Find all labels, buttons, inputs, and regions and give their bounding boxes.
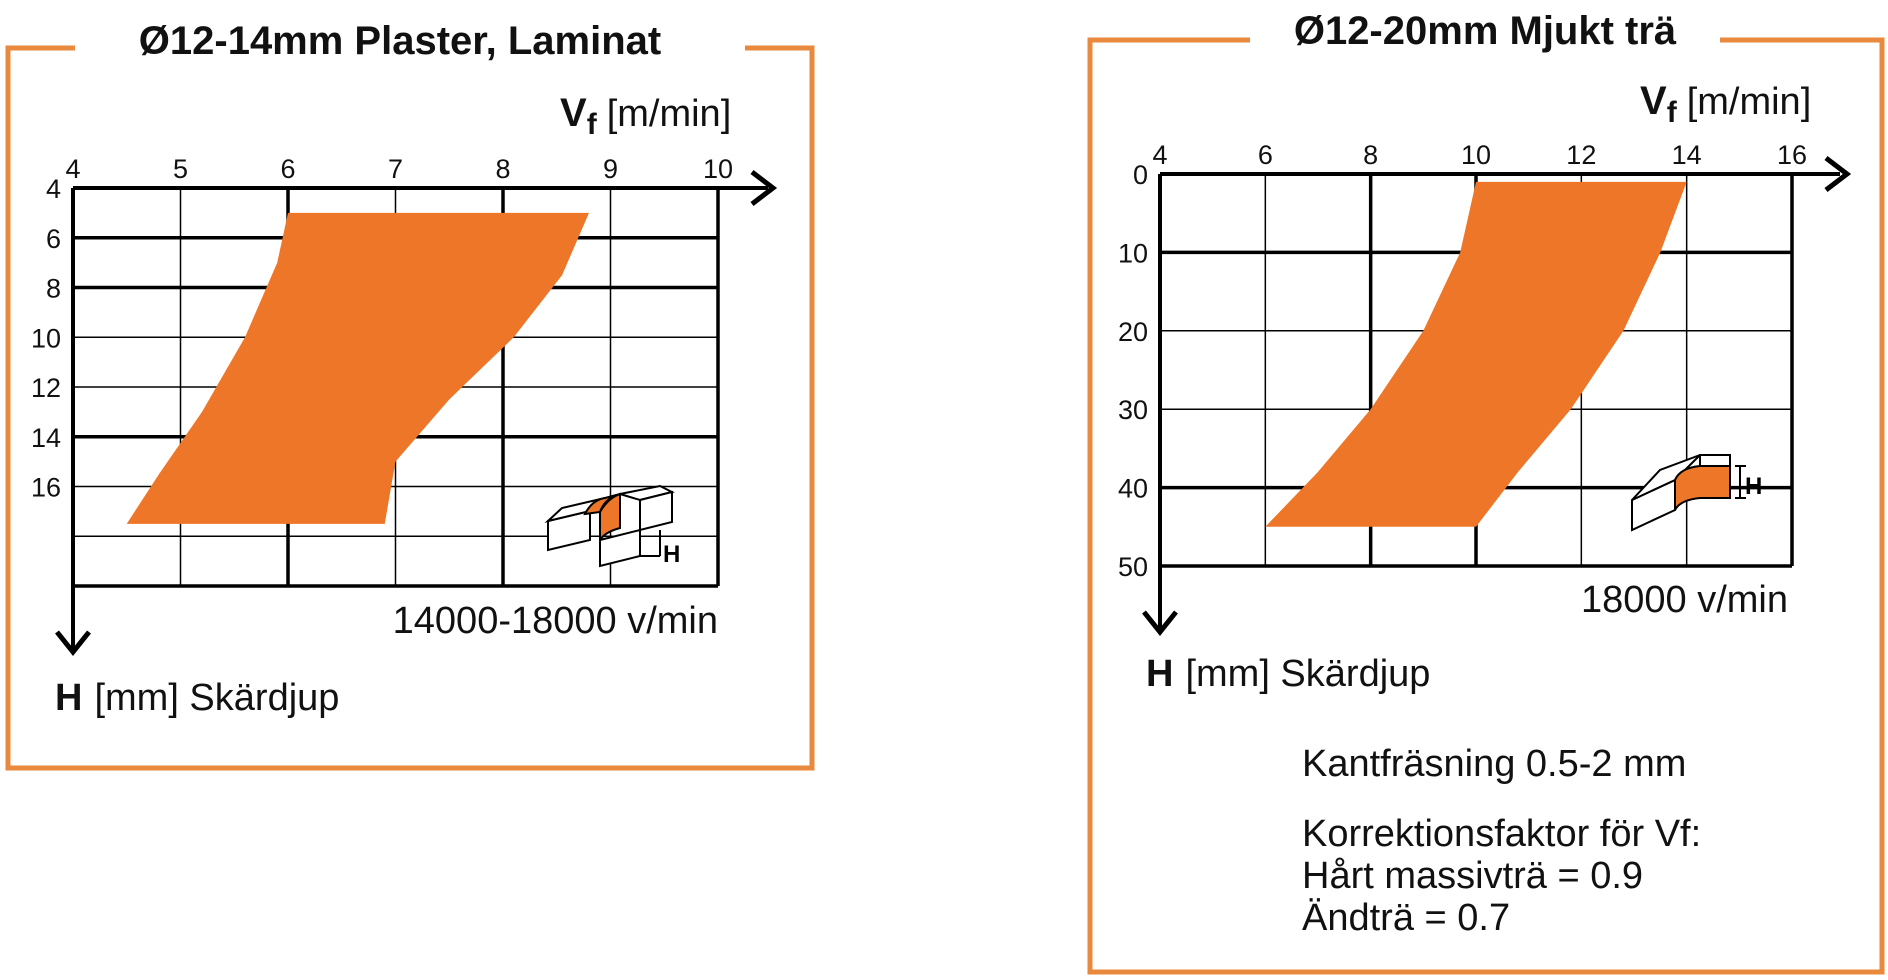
y-tick-labels: 4 6 8 10 12 14 16 [31,174,61,503]
x-tick-label: 8 [1363,140,1378,170]
x-axis-unit: [m/min] [607,93,732,135]
icon-label: H [663,541,680,568]
x-tick-label: 10 [1461,140,1491,170]
x-tick-label: 4 [65,154,80,184]
y-axis-unit: [mm] Skärdjup [1185,653,1430,695]
x-axis-symbol: V [1640,79,1667,123]
x-tick-label: 7 [388,154,403,184]
x-tick-label: 12 [1566,140,1596,170]
x-tick-label: 14 [1672,140,1702,170]
speed-label: 14000-18000 v/min [393,600,718,642]
note-edge-milling: Kantfräsning 0.5-2 mm [1302,743,1686,785]
y-axis-label: H [mm] Skärdjup [1146,653,1430,695]
axes [1142,156,1852,637]
x-tick-labels: 4 5 6 7 8 9 10 [65,154,733,184]
note-hard-wood: Hårt massivträ = 0.9 [1302,855,1643,897]
x-tick-label: 6 [280,154,295,184]
y-tick-label: 50 [1118,552,1148,582]
y-axis-arrow [55,630,91,657]
y-tick-label: 10 [1118,238,1148,268]
x-axis-arrow [750,170,778,206]
x-tick-label: 8 [495,154,510,184]
x-tick-label: 16 [1777,140,1807,170]
chart-title: Ø12-20mm Mjukt trä [1294,9,1677,53]
y-tick-label: 8 [46,274,61,304]
y-tick-label: 16 [31,473,61,503]
panel-frame [1087,37,1885,975]
y-axis-symbol: H [55,677,82,719]
y-axis-arrow [1142,610,1178,637]
x-axis-label: Vf [m/min] [560,91,731,141]
recommended-area [1265,181,1687,527]
y-tick-label: 40 [1118,474,1148,504]
y-tick-label: 20 [1118,317,1148,347]
x-axis-subscript: f [1667,96,1678,129]
y-tick-label: 30 [1118,395,1148,425]
y-tick-label: 10 [31,323,61,353]
x-axis-label: Vf [m/min] [1640,79,1811,129]
note-end-grain: Ändträ = 0.7 [1302,897,1510,939]
chart-panel-plaster-laminat: Ø12-14mm Plaster, Laminat 4 5 6 7 8 9 10 4 6 8 10… [5,19,815,771]
y-tick-labels: 0 10 20 30 40 50 [1118,160,1148,582]
x-tick-label: 10 [703,154,733,184]
edge-profile-block-icon: H [544,484,680,568]
icon-label: H [1745,473,1762,500]
edge-rebate-block-icon: H [1631,454,1762,532]
x-tick-label: 5 [173,154,188,184]
note-correction-title: Korrektionsfaktor för Vf: [1302,813,1701,855]
y-axis-symbol: H [1146,653,1173,695]
speed-label: 18000 v/min [1581,579,1788,621]
x-axis-arrow [1824,156,1852,192]
recommended-area [126,212,589,524]
axes [55,170,778,657]
x-tick-label: 9 [603,154,618,184]
y-tick-label: 0 [1133,160,1148,190]
y-tick-label: 6 [46,224,61,254]
x-axis-subscript: f [587,108,598,141]
x-axis-unit: [m/min] [1687,81,1812,123]
y-tick-label: 4 [46,174,61,204]
y-tick-label: 14 [31,423,61,453]
y-axis-label: H [mm] Skärdjup [55,677,339,719]
x-tick-labels: 4 6 8 10 12 14 16 [1152,140,1807,170]
chart-panel-mjukt-tra: Ø12-20mm Mjukt trä 4 6 8 10 12 14 16 0 10 20 30 40… [1087,9,1885,975]
x-axis-symbol: V [560,91,587,135]
notes: Kantfräsning 0.5-2 mm Korrektionsfaktor … [1302,743,1701,939]
y-tick-label: 12 [31,373,61,403]
x-tick-label: 4 [1152,140,1167,170]
panel-frame [5,45,815,771]
chart-title: Ø12-14mm Plaster, Laminat [139,19,661,63]
y-axis-unit: [mm] Skärdjup [94,677,339,719]
x-tick-label: 6 [1258,140,1273,170]
